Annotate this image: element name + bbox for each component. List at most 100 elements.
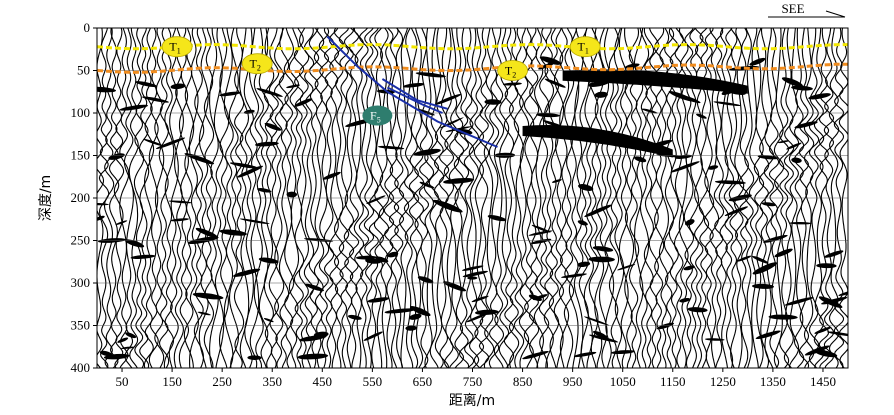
reflection-event — [294, 98, 313, 107]
reflection-event — [108, 153, 125, 160]
fault-label-subscript: 5 — [377, 116, 381, 125]
reflection-event — [417, 276, 434, 284]
reflection-event — [356, 255, 377, 260]
trace-wiggle — [97, 28, 105, 368]
reflection-event — [124, 239, 145, 248]
y-tick-label: 150 — [71, 148, 91, 163]
x-tick-label: 750 — [463, 374, 483, 389]
reflection-event — [387, 251, 399, 258]
reflection-event — [120, 346, 135, 350]
y-tick-label: 50 — [77, 63, 90, 78]
x-tick-label: 950 — [563, 374, 583, 389]
horizon-label-t1: T1 — [161, 36, 193, 58]
reflection-event — [299, 335, 327, 342]
reflection-event — [774, 248, 793, 258]
reflection-event — [683, 265, 695, 271]
reflection-event — [115, 220, 128, 226]
reflection-event — [714, 180, 746, 185]
x-tick-label: 1150 — [660, 374, 686, 389]
reflection-event — [593, 330, 608, 339]
reflection-event — [409, 313, 422, 320]
reflection-event — [405, 325, 417, 331]
horizon-label-t2: T2 — [241, 53, 273, 75]
reflection-event — [187, 236, 219, 244]
reflection-event — [577, 220, 588, 226]
reflection-event — [264, 122, 282, 131]
label-bubble — [497, 60, 528, 81]
reflection-event — [777, 140, 790, 144]
x-tick-label: 650 — [413, 374, 433, 389]
y-tick-label: 400 — [71, 360, 91, 375]
reflection-event — [233, 268, 261, 277]
reflection-event — [577, 261, 591, 268]
reflection-event — [502, 82, 522, 86]
reflection-event — [624, 63, 640, 69]
reflection-event — [97, 215, 105, 222]
reflection-event — [768, 314, 798, 320]
reflection-event — [786, 142, 802, 150]
reflection-event — [125, 332, 137, 339]
reflection-event — [551, 179, 562, 183]
reflection-event — [103, 353, 130, 360]
x-tick-label: 150 — [162, 374, 182, 389]
reflection-event — [237, 165, 264, 178]
reflection-event — [416, 108, 435, 116]
reflection-event — [763, 234, 788, 243]
reflection-event — [461, 265, 484, 271]
reflection-event — [130, 254, 156, 260]
reflection-event — [539, 56, 562, 65]
reflection-event — [413, 148, 441, 156]
reflection-event — [674, 154, 693, 159]
reflection-event — [634, 156, 647, 163]
reflection-event — [668, 90, 694, 102]
reflection-event — [588, 334, 619, 343]
reflection-event — [530, 238, 552, 244]
reflection-event — [784, 297, 814, 306]
reflection-event — [588, 256, 615, 263]
reflection-event — [419, 181, 435, 189]
reflection-event — [679, 297, 691, 303]
x-axis-ticks: 50 150 250 350 450 550 650 750 850 950 1050 1150 125… — [116, 368, 836, 389]
fault-line — [386, 86, 443, 114]
x-tick-label: 850 — [513, 374, 533, 389]
reflection-event — [736, 255, 752, 262]
reflection-event — [256, 88, 283, 97]
reflection-event — [685, 219, 695, 226]
reflection-event — [467, 276, 478, 280]
reflection-event — [410, 306, 431, 317]
reflection-event — [402, 83, 425, 88]
reflection-event — [573, 351, 597, 358]
reflection-event — [752, 255, 769, 264]
horizon-label-t2: T2 — [497, 60, 528, 81]
reflection-event — [219, 229, 247, 236]
reflection-event — [192, 292, 224, 300]
reflection-event — [749, 57, 766, 66]
strong-reflection-band — [522, 124, 673, 158]
reflection-event — [443, 178, 475, 184]
reflection-event — [808, 93, 831, 100]
fault-label: F5 — [362, 105, 393, 126]
direction-indicator: SEE — [768, 1, 846, 18]
y-tick-label: 100 — [71, 105, 91, 120]
fault-line — [326, 35, 498, 148]
reflection-event — [617, 264, 636, 271]
reflection-event — [752, 283, 774, 289]
reflection-event — [791, 157, 802, 164]
reflection-event — [170, 218, 189, 222]
reflection-event — [135, 81, 158, 88]
reflection-event — [824, 250, 844, 258]
reflection-event — [794, 121, 818, 129]
reflection-event — [239, 218, 270, 225]
reflection-event — [752, 262, 778, 275]
reflection-event — [687, 307, 708, 313]
horizon-label-subscript: 1 — [177, 47, 181, 56]
label-bubble — [241, 53, 273, 75]
y-tick-label: 200 — [71, 190, 91, 205]
reflection-event — [322, 171, 341, 180]
reflection-event — [184, 153, 215, 165]
reflection-event — [263, 318, 274, 323]
reflection-event — [584, 204, 612, 218]
reflection-event — [303, 238, 334, 242]
reflection-event — [229, 162, 260, 169]
